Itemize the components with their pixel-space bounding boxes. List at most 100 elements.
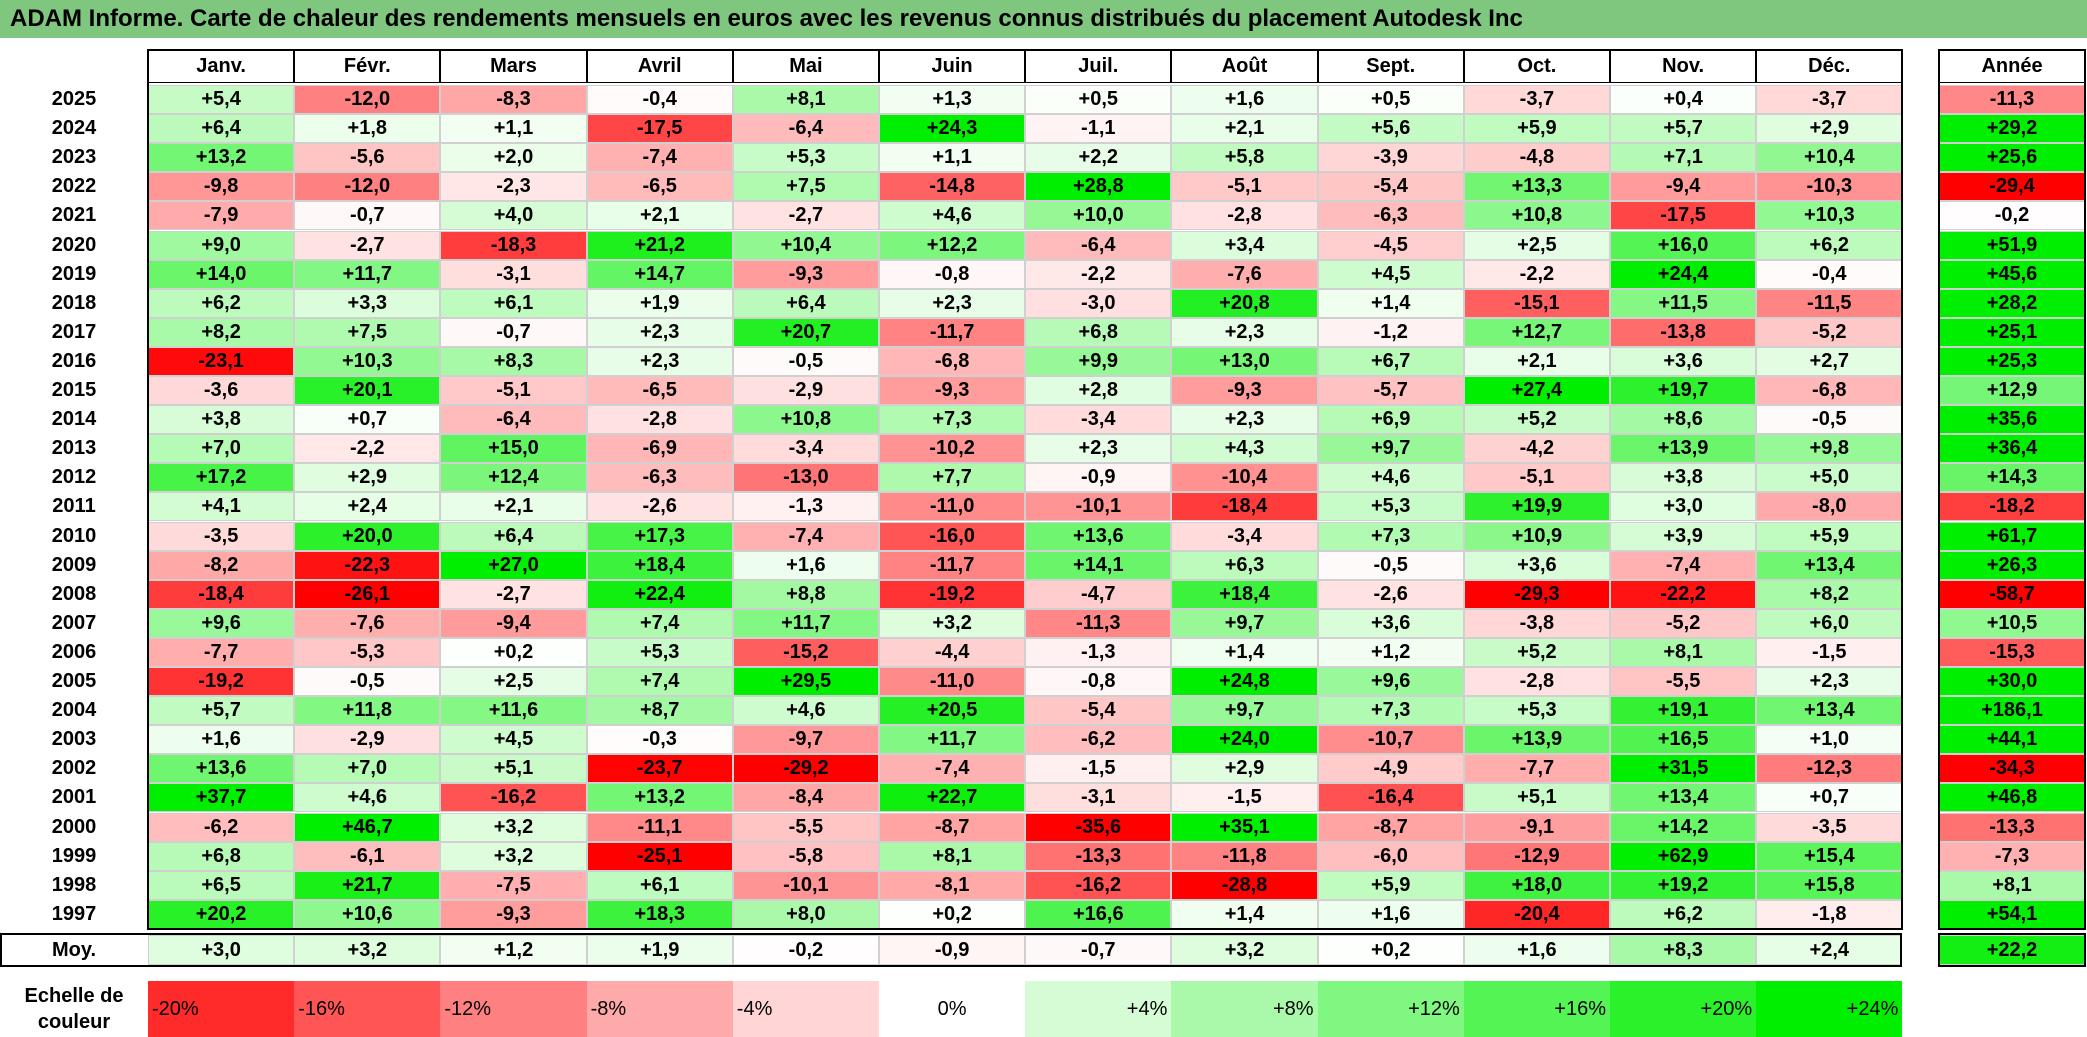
heatmap-cell: +2,2 xyxy=(1025,143,1172,173)
heatmap-cell: -5,5 xyxy=(732,812,879,842)
legend-swatch: +4% xyxy=(1025,981,1172,1037)
heatmap-cell: +10,0 xyxy=(1025,201,1172,231)
average-cell: -0,2 xyxy=(732,935,879,965)
annual-cell: +51,9 xyxy=(1939,230,2085,260)
annual-cell: +14,3 xyxy=(1939,463,2085,493)
heatmap-cell: +2,1 xyxy=(1171,114,1318,144)
heatmap-cell: +5,9 xyxy=(1463,114,1610,144)
annual-cell: -58,7 xyxy=(1939,579,2085,609)
annual-header: Année xyxy=(1939,50,2085,83)
heatmap-cell: -13,3 xyxy=(1025,841,1172,871)
heatmap-cell: +2,3 xyxy=(1025,434,1172,464)
year-label: 2013 xyxy=(51,437,97,460)
heatmap-cell: -14,8 xyxy=(879,172,1026,202)
year-label: 2019 xyxy=(51,262,97,285)
month-header: Sept. xyxy=(1317,50,1464,83)
heatmap-cell: +4,1 xyxy=(148,492,295,522)
heatmap-cell: -6,8 xyxy=(1756,376,1903,406)
heatmap-cell: -28,8 xyxy=(1171,870,1318,900)
year-label: 2020 xyxy=(51,233,97,256)
heatmap-cell: +6,8 xyxy=(1025,317,1172,347)
heatmap-cell: +3,8 xyxy=(148,405,295,435)
heatmap-cell: +5,4 xyxy=(148,85,295,115)
year-label: 2010 xyxy=(51,524,97,547)
month-header: Mai xyxy=(732,50,879,83)
annual-cell: -34,3 xyxy=(1939,754,2085,784)
heatmap-cell: +5,6 xyxy=(1317,114,1464,144)
heatmap-cell: -35,6 xyxy=(1025,812,1172,842)
annual-cell: +44,1 xyxy=(1939,725,2085,755)
heatmap-cell: +24,8 xyxy=(1171,667,1318,697)
annual-cell: +36,4 xyxy=(1939,434,2085,464)
heatmap-cell: -17,5 xyxy=(586,114,733,144)
annual-cell: +25,1 xyxy=(1939,317,2085,347)
annual-cell: +54,1 xyxy=(1939,899,2085,929)
heatmap-cell: +20,7 xyxy=(732,317,879,347)
year-label: 1998 xyxy=(51,873,97,896)
heatmap-cell: +0,4 xyxy=(1610,85,1757,115)
heatmap-cell: -5,2 xyxy=(1610,608,1757,638)
heatmap-cell: -1,2 xyxy=(1317,317,1464,347)
annual-cell: -11,3 xyxy=(1939,85,2085,115)
heatmap-cell: +8,3 xyxy=(440,346,587,376)
heatmap-cell: +2,5 xyxy=(1463,230,1610,260)
annual-cell: +35,6 xyxy=(1939,405,2085,435)
heatmap-cell: +11,7 xyxy=(732,608,879,638)
heatmap-cell: +21,7 xyxy=(294,870,441,900)
heatmap-cell: -0,7 xyxy=(294,201,441,231)
heatmap-cell: +3,4 xyxy=(1171,230,1318,260)
heatmap-cell: +15,8 xyxy=(1756,870,1903,900)
heatmap-cell: +5,8 xyxy=(1171,143,1318,173)
heatmap-cell: +2,3 xyxy=(1756,667,1903,697)
heatmap-cell: +2,1 xyxy=(440,492,587,522)
heatmap-cell: +13,2 xyxy=(148,143,295,173)
heatmap-cell: +8,1 xyxy=(1610,637,1757,667)
heatmap-cell: -1,1 xyxy=(1025,114,1172,144)
heatmap-cell: +20,5 xyxy=(879,696,1026,726)
heatmap-cell: +4,5 xyxy=(1317,259,1464,289)
annual-cell: +12,9 xyxy=(1939,376,2085,406)
heatmap-cell: +6,0 xyxy=(1756,608,1903,638)
heatmap-cell: +8,1 xyxy=(879,841,1026,871)
year-label: 2015 xyxy=(51,379,97,402)
heatmap-cell: +6,1 xyxy=(440,288,587,318)
heatmap-cell: +10,3 xyxy=(294,346,441,376)
heatmap-cell: +16,0 xyxy=(1610,230,1757,260)
heatmap-cell: -0,4 xyxy=(586,85,733,115)
heatmap-cell: +3,3 xyxy=(294,288,441,318)
heatmap-cell: -0,5 xyxy=(732,346,879,376)
heatmap-cell: +5,7 xyxy=(1610,114,1757,144)
legend-swatch: -12% xyxy=(440,981,587,1037)
heatmap-cell: -2,3 xyxy=(440,172,587,202)
heatmap-cell: +6,1 xyxy=(586,870,733,900)
heatmap-cell: +7,1 xyxy=(1610,143,1757,173)
heatmap-cell: +6,4 xyxy=(732,288,879,318)
heatmap-cell: +1,1 xyxy=(440,114,587,144)
heatmap-cell: -22,3 xyxy=(294,550,441,580)
heatmap-cell: -11,0 xyxy=(879,667,1026,697)
heatmap-cell: +4,5 xyxy=(440,725,587,755)
heatmap-cell: +8,7 xyxy=(586,696,733,726)
heatmap-cell: -16,2 xyxy=(1025,870,1172,900)
heatmap-cell: +7,5 xyxy=(732,172,879,202)
average-cell: -0,7 xyxy=(1025,935,1172,965)
heatmap-cell: -7,9 xyxy=(148,201,295,231)
heatmap-cell: -13,8 xyxy=(1610,317,1757,347)
chart-title: ADAM Informe. Carte de chaleur des rende… xyxy=(0,0,2087,38)
heatmap-cell: +13,4 xyxy=(1756,696,1903,726)
annual-cell: +45,6 xyxy=(1939,259,2085,289)
heatmap-cell: -3,0 xyxy=(1025,288,1172,318)
heatmap-cell: +13,0 xyxy=(1171,346,1318,376)
heatmap-cell: +13,6 xyxy=(1025,521,1172,551)
heatmap-cell: -16,4 xyxy=(1317,783,1464,813)
heatmap-cell: +9,0 xyxy=(148,230,295,260)
heatmap-cell: +18,0 xyxy=(1463,870,1610,900)
heatmap-cell: -6,3 xyxy=(1317,201,1464,231)
heatmap-cell: -3,1 xyxy=(440,259,587,289)
heatmap-cell: -19,2 xyxy=(148,667,295,697)
heatmap-cell: +3,9 xyxy=(1610,521,1757,551)
heatmap-cell: -29,2 xyxy=(732,754,879,784)
heatmap-cell: +1,9 xyxy=(586,288,733,318)
heatmap-cell: -10,2 xyxy=(879,434,1026,464)
heatmap-cell: -5,8 xyxy=(732,841,879,871)
